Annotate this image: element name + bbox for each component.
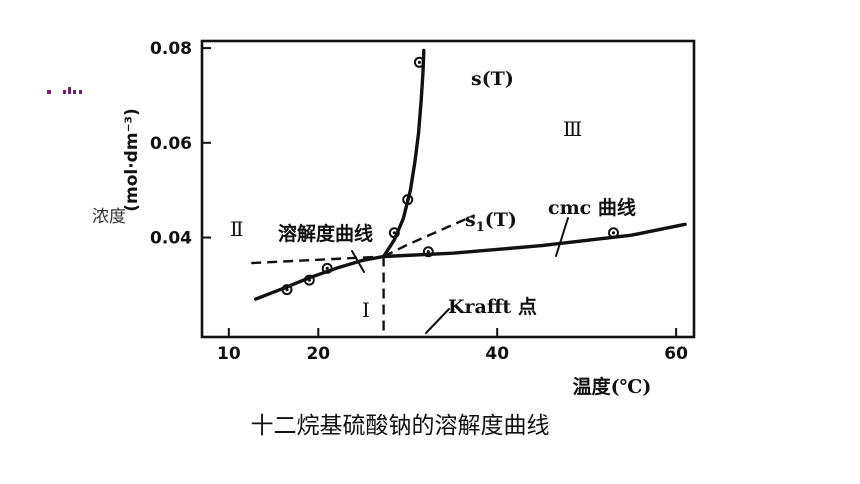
y-tick-label: 0.04 xyxy=(150,229,192,249)
axis-tick-labels: 10 20 40 60 0.04 0.06 0.08 xyxy=(150,39,688,364)
annotation-s1-tail: (T) xyxy=(485,209,517,231)
data-point-center xyxy=(611,231,616,235)
y-axis-label: (mol·dm⁻³) xyxy=(122,108,142,212)
solubility-curve-label: 溶解度曲线 xyxy=(278,222,373,245)
leader-solubility xyxy=(351,250,365,273)
data-point xyxy=(402,194,414,206)
data-point-center xyxy=(307,278,311,282)
data-point xyxy=(422,246,434,258)
side-label: 浓度 xyxy=(92,207,126,227)
decorative-dots xyxy=(47,87,82,94)
data-point-center xyxy=(325,266,329,270)
y-tick-label: 0.06 xyxy=(150,134,192,154)
krafft-point-label: Krafft 点 xyxy=(448,296,537,318)
annotation-s-t: s(T) xyxy=(471,68,514,90)
data-point xyxy=(388,227,400,239)
data-point xyxy=(607,227,619,239)
x-axis-label: 温度(℃) xyxy=(573,375,652,398)
series-layer xyxy=(251,48,687,335)
data-point-center xyxy=(285,288,289,292)
data-point-center xyxy=(406,198,410,202)
series-line-guide xyxy=(251,255,384,265)
series-line-溶解度曲线 xyxy=(254,254,386,301)
leader-krafft xyxy=(425,308,450,334)
annotation-s1-base: s xyxy=(465,209,476,231)
annotation-s1-sub: 1 xyxy=(476,220,485,235)
cmc-curve-label: cmc 曲线 xyxy=(548,196,636,219)
data-point xyxy=(281,284,293,296)
x-tick-label: 60 xyxy=(664,344,688,364)
x-tick-label: 20 xyxy=(306,344,330,364)
data-point xyxy=(321,262,333,274)
region-iii-label: Ⅲ xyxy=(563,117,582,141)
region-i-label: Ⅰ xyxy=(362,298,370,322)
data-point xyxy=(303,274,315,286)
leader-cmc xyxy=(555,217,569,257)
region-ii-label: Ⅱ xyxy=(230,217,244,241)
series-line-cmc 曲线 xyxy=(381,222,687,259)
series-line-s1(T) xyxy=(383,214,476,258)
data-point-center xyxy=(426,250,430,254)
data-point-center xyxy=(392,231,396,235)
plot-frame xyxy=(200,39,696,339)
annotation-s1-t: s1(T) xyxy=(465,209,517,235)
axis-ticks xyxy=(202,47,678,337)
x-tick-label: 10 xyxy=(217,344,241,364)
data-point-center xyxy=(417,60,421,64)
y-tick-label: 0.08 xyxy=(150,39,192,59)
data-points xyxy=(281,56,619,296)
chart-caption: 十二烷基硫酸钠的溶解度曲线 xyxy=(251,413,550,439)
data-point xyxy=(413,56,425,68)
x-tick-label: 40 xyxy=(485,344,509,364)
series-line-s(T) xyxy=(381,48,426,259)
